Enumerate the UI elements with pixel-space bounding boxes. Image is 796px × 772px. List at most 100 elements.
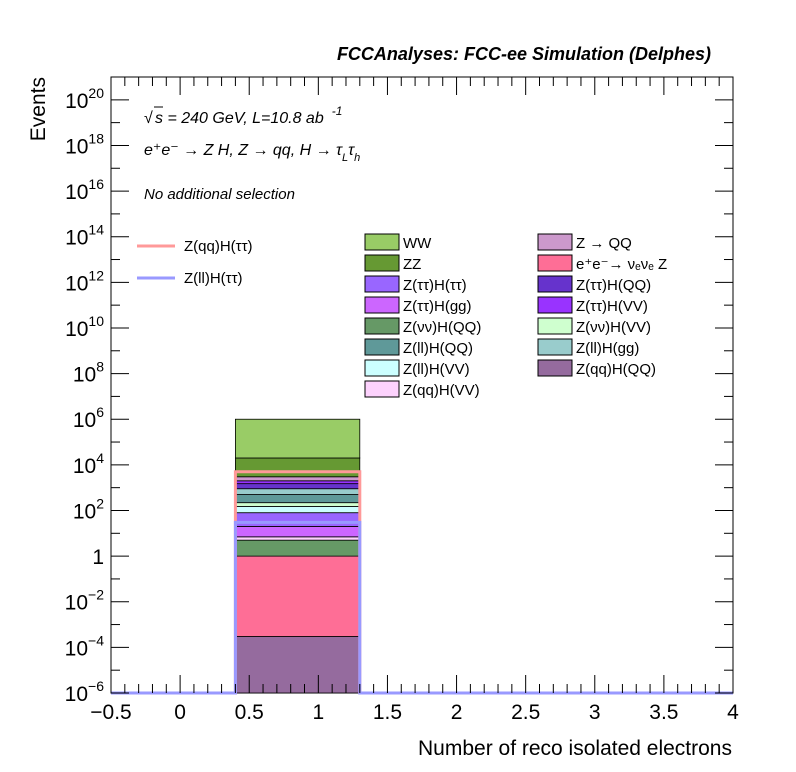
y-tick-label: 1012 <box>65 267 104 295</box>
legend-label-c1-1: ZZ <box>403 256 421 273</box>
legend-label-c2-1: e⁺e⁻→ νₑνₑ Z <box>576 256 667 273</box>
y-tick-label: 106 <box>73 404 104 432</box>
y-tick-label: 108 <box>73 359 104 387</box>
y-tick-exp: 18 <box>88 130 104 146</box>
y-tick-label: 10−6 <box>65 678 105 706</box>
svg-text:e⁺e⁻ → Z H, Z → qq, H → τLτh: e⁺e⁻ → Z H, Z → qq, H → τLτh <box>144 142 360 164</box>
legend-swatch-c2-1 <box>537 254 573 272</box>
stack-bar-7 <box>234 502 361 507</box>
stack-bar-6 <box>234 506 361 514</box>
y-tick-base: 10 <box>65 318 88 341</box>
chart-title: FCCAnalyses: FCC-ee Simulation (Delphes) <box>337 44 711 64</box>
legend-label-c2-0: Z → QQ <box>576 235 632 252</box>
y-tick-label: 10−2 <box>65 587 105 615</box>
stack-bar-1 <box>234 555 361 637</box>
legend-label-c2-3: Z(ττ)H(VV) <box>576 298 648 315</box>
legend-label-c1-3: Z(ττ)H(gg) <box>403 298 472 315</box>
y-tick-exp: 12 <box>88 267 104 283</box>
legend-label-c2-2: Z(ττ)H(QQ) <box>576 277 651 294</box>
x-tick-label: 4 <box>727 701 739 724</box>
y-tick-exp: 16 <box>88 176 104 192</box>
legend-swatch-c2-4 <box>537 317 573 335</box>
stack-bar-5 <box>234 512 361 527</box>
x-axis-title: Number of reco isolated electrons <box>418 737 732 760</box>
stack-bar-0 <box>234 636 361 694</box>
legend-label-c1-4: Z(νν)H(QQ) <box>403 319 481 336</box>
y-tick-label: 1014 <box>65 222 104 250</box>
x-tick-labels: −0.5 0 0.5 1 1.5 2 2.5 3 3.5 4 <box>90 701 739 724</box>
stack-bar-12 <box>234 476 361 482</box>
y-tick-exp: 4 <box>96 450 104 466</box>
y-tick-base: 10 <box>65 272 88 295</box>
y-tick-label: 10−4 <box>65 632 105 660</box>
sqrt-symbol: √ <box>144 110 153 127</box>
y-tick-exp: −4 <box>88 632 104 648</box>
legend-signal-label-1: Z(ll)H(ττ) <box>184 270 243 287</box>
y-tick-base: 10 <box>65 637 88 660</box>
y-tick-exp: 20 <box>88 85 104 101</box>
process-annotation: e⁺e⁻ → Z H, Z → qq, H → τLτh <box>144 142 360 164</box>
y-tick-labels: 10−610−410−21102104106108101010121014101… <box>65 85 105 706</box>
legend-label-c1-7: Z(qq)H(VV) <box>403 382 480 399</box>
legend-swatch-c1-3 <box>364 296 400 314</box>
stack-bar-11 <box>234 480 361 485</box>
stack-bar-10 <box>234 483 361 490</box>
legend-swatch-c2-3 <box>537 296 573 314</box>
y-tick-label: 1016 <box>65 176 104 204</box>
stack-layer <box>234 418 361 694</box>
legend-swatch-c1-0 <box>364 233 400 251</box>
stack-bar-13 <box>234 457 361 478</box>
x-tick-label: 3.5 <box>649 701 678 724</box>
y-tick-exp: −2 <box>88 587 104 603</box>
y-tick-base: 10 <box>73 364 96 387</box>
legend: WW ZZ Z(ττ)H(ττ) Z(ττ)H(gg) Z(νν)H(QQ) Z(ll)H… <box>137 233 667 399</box>
svg-text:s = 240 GeV, L=10.8 ab-1: s = 240 GeV, L=10.8 ab -1 <box>155 104 342 127</box>
y-tick-exp: 14 <box>88 222 104 238</box>
x-tick-label: 1 <box>312 701 324 724</box>
y-tick-label: 1010 <box>65 313 104 341</box>
x-tick-label: 0 <box>174 701 186 724</box>
legend-label-c1-5: Z(ll)H(QQ) <box>403 340 473 357</box>
y-tick-base: 10 <box>65 592 88 615</box>
y-tick-label: 1020 <box>65 85 104 113</box>
legend-signal-label-0: Z(qq)H(ττ) <box>184 238 253 255</box>
stack-bar-3 <box>234 536 361 541</box>
x-tick-label: 1.5 <box>373 701 402 724</box>
y-tick-exp: 6 <box>96 404 104 420</box>
legend-swatch-c1-6 <box>364 359 400 377</box>
stack-bar-8 <box>234 494 361 504</box>
legend-swatch-c2-6 <box>537 359 573 377</box>
legend-swatch-c1-7 <box>364 380 400 398</box>
legend-swatch-c1-1 <box>364 254 400 272</box>
signal-line-1 <box>111 520 733 695</box>
axis-layer <box>110 76 734 694</box>
stack-bar-9 <box>234 488 361 495</box>
energy-text: = 240 GeV, L=10.8 ab <box>163 110 324 127</box>
energy-annotation: √ s = 240 GeV, L=10.8 ab -1 <box>144 104 342 127</box>
legend-swatch-c1-5 <box>364 338 400 356</box>
y-tick-label: 102 <box>73 495 104 523</box>
process-text: e⁺e⁻ → Z H, Z → qq, H → τ <box>144 142 343 159</box>
legend-label-c2-4: Z(νν)H(VV) <box>576 319 651 336</box>
legend-swatch-c2-2 <box>537 275 573 293</box>
signal-layer <box>111 470 733 695</box>
y-tick-exp: −6 <box>88 678 104 694</box>
y-tick-base: 10 <box>65 181 88 204</box>
y-tick-exp: 8 <box>96 359 104 375</box>
y-tick-base: 10 <box>65 683 88 706</box>
x-tick-label: 3 <box>589 701 601 724</box>
y-tick-base: 10 <box>73 500 96 523</box>
y-tick-base: 10 <box>73 409 96 432</box>
legend-label-c2-5: Z(ll)H(gg) <box>576 340 639 357</box>
x-tick-label: 0.5 <box>235 701 264 724</box>
y-tick-base: 10 <box>65 90 88 113</box>
y-tick-label: 1018 <box>65 130 104 158</box>
legend-label-c1-2: Z(ττ)H(ττ) <box>403 277 467 294</box>
legend-swatch-c2-5 <box>537 338 573 356</box>
process-sub-l: L <box>342 152 348 164</box>
x-tick-label: 2.5 <box>511 701 540 724</box>
selection-label: No additional selection <box>144 186 295 203</box>
x-tick-label: 2 <box>451 701 463 724</box>
y-tick-exp: 2 <box>96 495 104 511</box>
